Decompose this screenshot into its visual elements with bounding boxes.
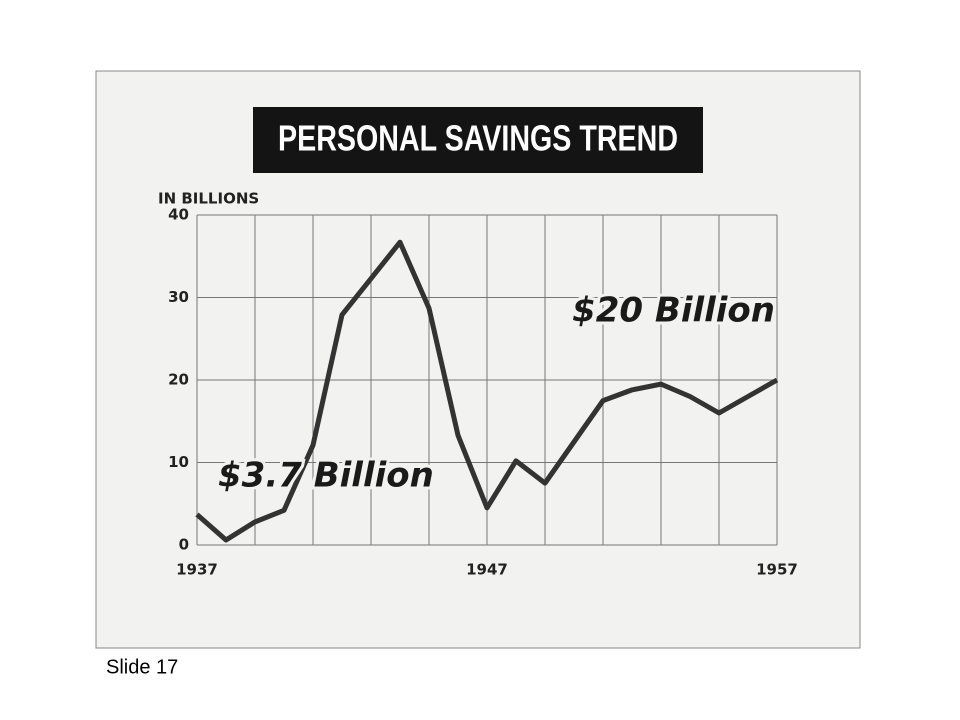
x-tick-label: 1957 xyxy=(756,561,798,579)
y-tick-label: 20 xyxy=(168,371,189,389)
annotation: $20 Billion xyxy=(572,291,775,331)
x-tick-label: 1937 xyxy=(176,561,218,579)
title-box xyxy=(253,107,703,173)
chart-title: PERSONAL SAVINGS TREND xyxy=(278,118,678,159)
annotation: $3.7 Billion xyxy=(218,456,434,496)
y-tick-label: 40 xyxy=(168,206,189,224)
y-tick-label: 10 xyxy=(168,453,189,471)
y-tick-label: 30 xyxy=(168,288,189,306)
slide-number: Slide 17 xyxy=(106,656,178,678)
x-tick-label: 1947 xyxy=(466,561,508,579)
data-line xyxy=(195,239,779,543)
y-axis-label: IN BILLIONS xyxy=(158,190,259,208)
y-tick-label: 0 xyxy=(179,536,189,554)
